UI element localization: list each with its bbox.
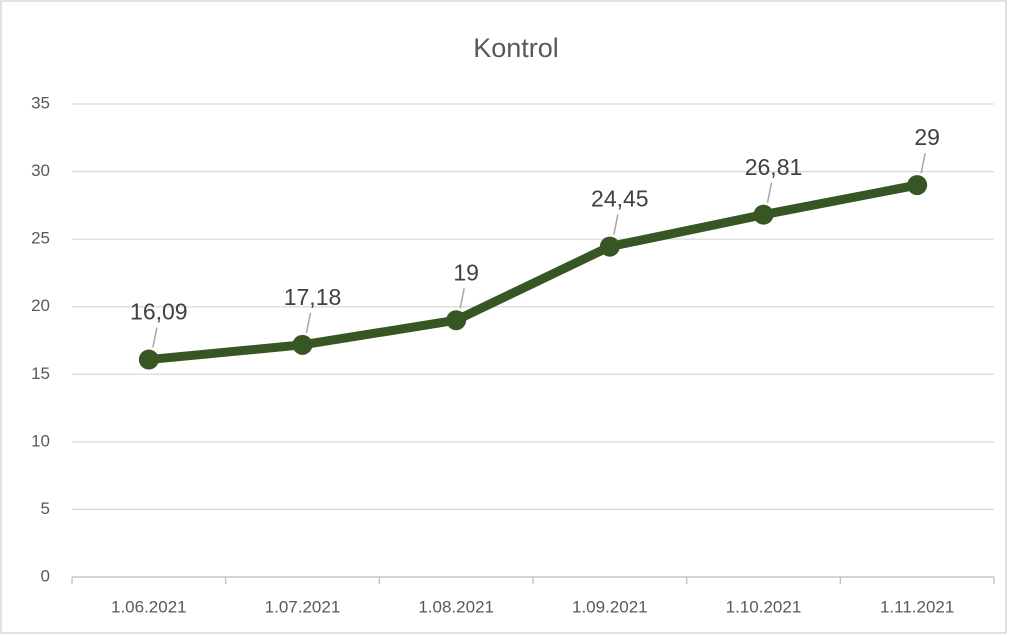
y-tick-label: 0 bbox=[41, 566, 50, 585]
y-tick-label: 30 bbox=[31, 161, 50, 180]
data-label: 24,45 bbox=[591, 186, 649, 212]
y-tick-label: 20 bbox=[31, 296, 50, 315]
data-label: 16,09 bbox=[130, 299, 188, 325]
leader-line bbox=[766, 182, 773, 203]
point-marker bbox=[446, 310, 467, 331]
y-tick-label: 35 bbox=[31, 93, 50, 112]
point-marker bbox=[138, 349, 159, 370]
point-marker bbox=[753, 204, 774, 225]
x-tick-label: 1.10.2021 bbox=[726, 597, 802, 616]
leader-line bbox=[613, 214, 619, 235]
x-tick-label: 1.08.2021 bbox=[418, 597, 494, 616]
data-label: 26,81 bbox=[745, 154, 803, 180]
y-tick-label: 10 bbox=[31, 431, 50, 450]
leader-line bbox=[459, 288, 465, 309]
leader-line bbox=[305, 312, 312, 333]
y-tick-label: 15 bbox=[31, 364, 50, 383]
data-label: 29 bbox=[914, 124, 940, 150]
x-tick-label: 1.07.2021 bbox=[265, 597, 341, 616]
x-tick-label: 1.06.2021 bbox=[111, 597, 187, 616]
data-label: 17,18 bbox=[284, 284, 342, 310]
data-label: 19 bbox=[453, 259, 479, 285]
x-tick-label: 1.11.2021 bbox=[880, 597, 954, 616]
y-tick-label: 25 bbox=[31, 229, 50, 248]
y-tick-label: 5 bbox=[41, 499, 50, 518]
point-marker bbox=[907, 175, 928, 196]
chart-title: Kontrol bbox=[473, 33, 559, 63]
x-tick-label: 1.09.2021 bbox=[572, 597, 648, 616]
point-marker bbox=[599, 236, 620, 257]
leader-line bbox=[920, 152, 926, 174]
point-marker bbox=[292, 334, 313, 355]
leader-line bbox=[152, 327, 158, 348]
series-line bbox=[148, 180, 919, 365]
